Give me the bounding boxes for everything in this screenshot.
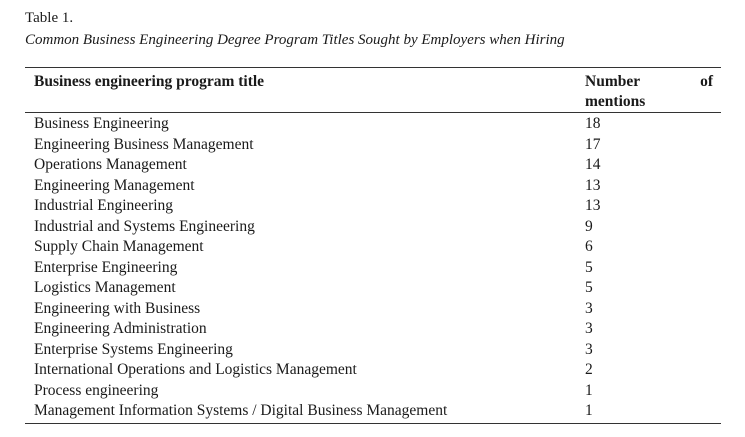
mention-count-cell: 13 <box>585 176 601 194</box>
program-title-cell: Business Engineering <box>34 115 169 132</box>
table-bottom-rule <box>25 423 721 424</box>
program-title-cell: Supply Chain Management <box>34 238 204 255</box>
program-title-cell: Engineering with Business <box>34 299 201 317</box>
table-row: Industrial Engineering 13 <box>0 196 745 217</box>
mention-count-cell: 2 <box>585 361 593 378</box>
program-title-cell: Management Information Systems / Digital… <box>34 402 448 419</box>
mention-count-cell: 5 <box>585 279 593 296</box>
table-row: Engineering Administration 3 <box>0 319 745 340</box>
table-row: Enterprise Systems Engineering 3 <box>0 340 745 361</box>
mention-count-cell: 3 <box>585 299 593 317</box>
table-header-rule <box>25 112 721 113</box>
column-header-mentions-word: mentions <box>585 93 646 110</box>
program-title-cell: Engineering Administration <box>34 320 207 337</box>
mention-count-cell: 17 <box>585 135 601 153</box>
mention-count-cell: 1 <box>585 402 593 419</box>
program-title-cell: Engineering Business Management <box>34 135 254 153</box>
program-title-cell: Process engineering <box>34 381 159 399</box>
program-title-cell: Industrial Engineering <box>34 197 174 214</box>
table-row: Supply Chain Management 6 <box>0 237 745 258</box>
table-row: Business Engineering 18 <box>0 114 745 135</box>
mention-count-cell: 1 <box>585 381 593 399</box>
table-row: Enterprise Engineering 5 <box>0 258 745 279</box>
column-header-of-word: of <box>700 73 713 90</box>
program-title-cell: Enterprise Engineering <box>34 258 178 276</box>
table-row: Engineering Business Management 17 <box>0 135 745 156</box>
table-row: Engineering with Business 3 <box>0 299 745 320</box>
table-row: Process engineering 1 <box>0 381 745 402</box>
program-title-cell: Engineering Management <box>34 176 195 194</box>
program-title-cell: Logistics Management <box>34 279 176 296</box>
column-header-number-word: Number <box>585 73 641 90</box>
mention-count-cell: 9 <box>585 217 593 235</box>
mention-count-cell: 6 <box>585 238 593 255</box>
program-title-cell: Operations Management <box>34 156 187 173</box>
program-title-cell: International Operations and Logistics M… <box>34 361 357 378</box>
program-title-cell: Enterprise Systems Engineering <box>34 340 233 358</box>
program-title-cell: Industrial and Systems Engineering <box>34 217 255 235</box>
mention-count-cell: 18 <box>585 115 601 132</box>
table-caption-number: Table 1. <box>25 10 74 26</box>
column-header-number-of-mentions: Number of mentions <box>585 72 713 112</box>
mention-count-cell: 13 <box>585 197 601 214</box>
table-body: Business Engineering 18 Engineering Busi… <box>0 114 745 422</box>
table-row: International Operations and Logistics M… <box>0 360 745 381</box>
mention-count-cell: 14 <box>585 156 601 173</box>
table-row: Operations Management 14 <box>0 155 745 176</box>
column-header-program-title: Business engineering program title <box>34 73 265 90</box>
mention-count-cell: 3 <box>585 320 593 337</box>
table-row: Logistics Management 5 <box>0 278 745 299</box>
mention-count-cell: 5 <box>585 258 593 276</box>
table-row: Management Information Systems / Digital… <box>0 401 745 422</box>
table-row: Industrial and Systems Engineering 9 <box>0 217 745 238</box>
table-top-rule <box>25 67 721 68</box>
table-caption-title: Common Business Engineering Degree Progr… <box>25 32 565 48</box>
mention-count-cell: 3 <box>585 340 593 358</box>
table-row: Engineering Management 13 <box>0 176 745 197</box>
